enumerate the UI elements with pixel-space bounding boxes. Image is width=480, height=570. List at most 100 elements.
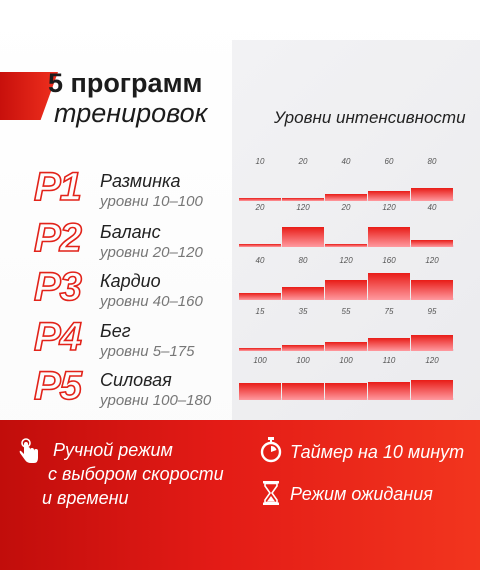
intensity-value-label: 120 — [382, 203, 396, 212]
intensity-row-p3: 40 80 120 160 120 — [239, 256, 454, 300]
intensity-bar — [411, 280, 453, 300]
intensity-cell: 20 — [282, 157, 324, 201]
intensity-bar — [282, 383, 324, 400]
intensity-cell: 120 — [325, 256, 367, 300]
intensity-value-label: 120 — [425, 256, 439, 265]
program-code: P2 — [33, 215, 83, 261]
program-p5: P5 Силовая уровни 100–180 — [33, 363, 234, 416]
title-line-2: тренировок — [54, 98, 208, 128]
intensity-value-label: 120 — [425, 356, 439, 365]
intensity-value-label: 20 — [298, 157, 308, 166]
program-p4: P4 Бег уровни 5–175 — [33, 314, 234, 367]
intensity-cell: 100 — [239, 356, 281, 400]
intensity-row-p2: 20 120 20 120 40 — [239, 203, 454, 247]
intensity-cell: 55 — [325, 307, 367, 351]
program-range: уровни 10–100 — [100, 193, 203, 210]
intensity-value-label: 100 — [253, 356, 267, 365]
intensity-cell: 160 — [368, 256, 410, 300]
intensity-cell: 120 — [411, 356, 453, 400]
intensity-bar — [325, 280, 367, 300]
program-range: уровни 20–120 — [100, 244, 203, 261]
intensity-bar — [239, 383, 281, 400]
intensity-value-label: 20 — [341, 203, 351, 212]
intensity-bar — [325, 342, 367, 351]
intensity-bar — [282, 287, 324, 300]
intensity-value-label: 15 — [255, 307, 265, 316]
program-range: уровни 100–180 — [100, 392, 212, 409]
intensity-value-label: 40 — [341, 157, 351, 166]
intensity-cell: 100 — [325, 356, 367, 400]
intensity-bar — [325, 383, 367, 400]
intensity-cell: 110 — [368, 356, 410, 400]
intensity-row-p4: 15 35 55 75 95 — [239, 307, 454, 351]
intensity-bar — [368, 191, 410, 201]
program-range: уровни 5–175 — [100, 343, 195, 360]
program-range: уровни 40–160 — [100, 293, 203, 310]
intensity-cell: 75 — [368, 307, 410, 351]
intensity-bar — [325, 194, 367, 201]
intensity-value-label: 120 — [339, 256, 353, 265]
intensity-value-label: 100 — [339, 356, 353, 365]
title-line-1: 5 программ — [48, 68, 203, 98]
intensity-bar — [239, 198, 281, 201]
intensity-cell: 40 — [239, 256, 281, 300]
intensity-value-label: 60 — [384, 157, 394, 166]
intensity-bar — [282, 227, 324, 247]
intensity-value-label: 20 — [255, 203, 265, 212]
intensity-value-label: 120 — [296, 203, 310, 212]
program-name: Баланс — [100, 222, 161, 242]
intensity-cell: 20 — [239, 203, 281, 247]
intensity-cell: 120 — [282, 203, 324, 247]
intensity-bar — [368, 273, 410, 300]
features-footer: Ручной режим с выбором скорости и времен… — [0, 420, 480, 570]
chart-title: Уровни интенсивности — [274, 108, 466, 127]
intensity-value-label: 40 — [427, 203, 437, 212]
intensity-cell: 35 — [282, 307, 324, 351]
intensity-bar — [368, 382, 410, 400]
hand-pointer-icon — [19, 438, 38, 463]
program-p2: P2 Баланс уровни 20–120 — [33, 215, 234, 268]
program-code: P1 — [33, 164, 83, 210]
intensity-cell: 120 — [411, 256, 453, 300]
program-name: Бег — [100, 321, 131, 341]
intensity-bar — [368, 338, 410, 351]
program-code: P4 — [33, 314, 83, 360]
intensity-cell: 120 — [368, 203, 410, 247]
intensity-value-label: 40 — [255, 256, 265, 265]
program-p3: P3 Кардио уровни 40–160 — [33, 264, 234, 317]
intensity-row-p1: 10 20 40 60 80 — [239, 157, 454, 201]
intensity-bar — [368, 227, 410, 247]
manual-mode-line-3: и времени — [42, 488, 129, 508]
intensity-cell: 100 — [282, 356, 324, 400]
intensity-cell: 20 — [325, 203, 367, 247]
intensity-cell: 80 — [282, 256, 324, 300]
intensity-value-label: 95 — [427, 307, 437, 316]
program-code: P5 — [33, 363, 83, 409]
stopwatch-icon — [260, 437, 282, 463]
standby-feature: Режим ожидания — [290, 484, 433, 504]
intensity-value-label: 80 — [427, 157, 437, 166]
intensity-value-label: 75 — [384, 307, 394, 316]
intensity-value-label: 110 — [382, 356, 396, 365]
intensity-value-label: 55 — [341, 307, 351, 316]
program-name: Разминка — [100, 171, 181, 191]
intensity-cell: 95 — [411, 307, 453, 351]
intensity-value-label: 80 — [298, 256, 308, 265]
intensity-value-label: 35 — [298, 307, 308, 316]
intensity-bar — [239, 348, 281, 351]
intensity-cell: 10 — [239, 157, 281, 201]
page-title: 5 программ тренировок — [48, 68, 207, 128]
chart-background-panel — [232, 40, 480, 420]
intensity-cell: 60 — [368, 157, 410, 201]
hourglass-icon — [263, 481, 279, 505]
program-code: P3 — [33, 264, 83, 310]
intensity-bar — [239, 244, 281, 247]
intensity-value-label: 160 — [382, 256, 396, 265]
intensity-cell: 80 — [411, 157, 453, 201]
intensity-cell: 40 — [325, 157, 367, 201]
program-name: Кардио — [100, 271, 161, 291]
intensity-bar — [411, 240, 453, 247]
intensity-bar — [411, 188, 453, 201]
intensity-value-label: 100 — [296, 356, 310, 365]
